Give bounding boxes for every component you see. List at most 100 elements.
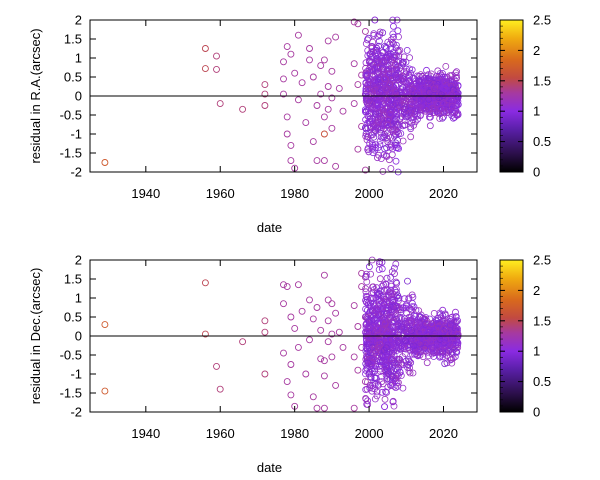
data-point <box>362 395 370 403</box>
data-point <box>287 313 295 321</box>
data-point <box>364 359 372 367</box>
data-point <box>365 107 373 114</box>
data-point <box>287 50 295 58</box>
data-point <box>411 107 419 115</box>
data-point <box>411 97 419 105</box>
x-tick-label: 1940 <box>131 186 160 201</box>
data-point <box>407 359 415 367</box>
data-point <box>411 118 419 126</box>
data-point <box>401 350 409 358</box>
data-point <box>328 330 336 338</box>
data-point <box>354 20 362 28</box>
data-point <box>410 121 418 129</box>
y-tick-label: 0.5 <box>64 70 82 85</box>
data-point <box>409 293 417 301</box>
data-point <box>372 306 380 314</box>
data-point <box>364 81 372 88</box>
data-point <box>435 322 443 330</box>
colorbar-tick-label: 2.5 <box>533 253 551 268</box>
data-point <box>388 58 396 66</box>
data-point <box>374 380 382 388</box>
data-point <box>393 121 401 128</box>
data-point <box>201 279 209 287</box>
data-point <box>280 90 287 98</box>
data-point <box>350 18 358 26</box>
x-tick-label: 2000 <box>355 426 384 441</box>
data-point <box>375 331 383 339</box>
data-point <box>395 314 403 322</box>
data-point <box>294 281 302 289</box>
data-point <box>384 135 392 143</box>
data-point <box>261 102 269 109</box>
data-point <box>320 130 328 138</box>
data-point <box>435 339 443 347</box>
data-point <box>441 311 449 319</box>
ra-data-points <box>101 18 369 174</box>
data-point <box>364 34 372 42</box>
data-point <box>428 324 436 332</box>
data-point <box>213 362 220 370</box>
data-point <box>328 94 336 102</box>
data-point <box>373 154 381 162</box>
data-point <box>423 66 430 74</box>
data-point <box>399 58 407 66</box>
data-point <box>379 324 387 332</box>
data-point <box>436 352 444 360</box>
data-point <box>435 320 443 328</box>
colorbar-tick-label: 1 <box>533 344 540 359</box>
data-point <box>320 404 328 412</box>
data-point <box>385 95 393 102</box>
data-point <box>384 116 392 124</box>
data-point <box>294 343 302 351</box>
data-point <box>443 107 450 114</box>
data-point <box>401 117 409 124</box>
data-point <box>390 308 398 316</box>
x-tick-label: 1980 <box>280 186 309 201</box>
data-point <box>280 281 287 289</box>
data-point <box>261 328 269 336</box>
data-point <box>390 264 398 272</box>
data-point <box>415 320 423 328</box>
data-point <box>364 133 371 141</box>
data-point <box>447 314 455 322</box>
data-point <box>366 65 373 72</box>
data-point <box>383 53 391 61</box>
data-point <box>335 84 343 92</box>
data-point <box>423 359 431 367</box>
data-point <box>216 100 224 108</box>
data-point <box>452 72 460 79</box>
y-tick-label: -1 <box>70 367 82 382</box>
data-point <box>339 343 347 351</box>
data-point <box>440 109 448 117</box>
y-tick-label: 1 <box>75 291 82 306</box>
data-point <box>398 59 406 66</box>
data-point <box>362 125 370 133</box>
data-point <box>313 304 321 311</box>
data-point <box>372 311 380 319</box>
data-point <box>324 37 332 45</box>
data-point <box>365 347 373 355</box>
data-point <box>397 130 405 137</box>
data-point <box>328 353 336 361</box>
data-point <box>399 137 407 145</box>
y-tick-label: 0.5 <box>64 310 82 325</box>
data-point <box>101 387 109 395</box>
data-point <box>335 328 343 336</box>
data-point <box>379 82 387 90</box>
data-point <box>368 140 376 148</box>
data-point <box>291 69 299 77</box>
dec-x-ticks: 1940 1960 1980 2000 2020 <box>131 260 458 441</box>
data-point <box>434 100 441 108</box>
data-point <box>387 143 395 151</box>
data-point <box>426 122 434 130</box>
data-point <box>387 355 395 363</box>
data-point <box>324 317 332 325</box>
data-point <box>398 323 406 331</box>
data-point <box>324 338 332 346</box>
data-point <box>378 388 386 396</box>
ra-residual-panel: 21.510.50-0.5-1-1.5-2 1940 1960 1980 2000 20… <box>28 13 551 236</box>
ra-colorbar: 2.5 2 1.5 1 0.5 0 <box>499 13 551 180</box>
data-point <box>283 378 291 386</box>
x-tick-label: 1940 <box>131 426 160 441</box>
data-point <box>361 91 369 98</box>
